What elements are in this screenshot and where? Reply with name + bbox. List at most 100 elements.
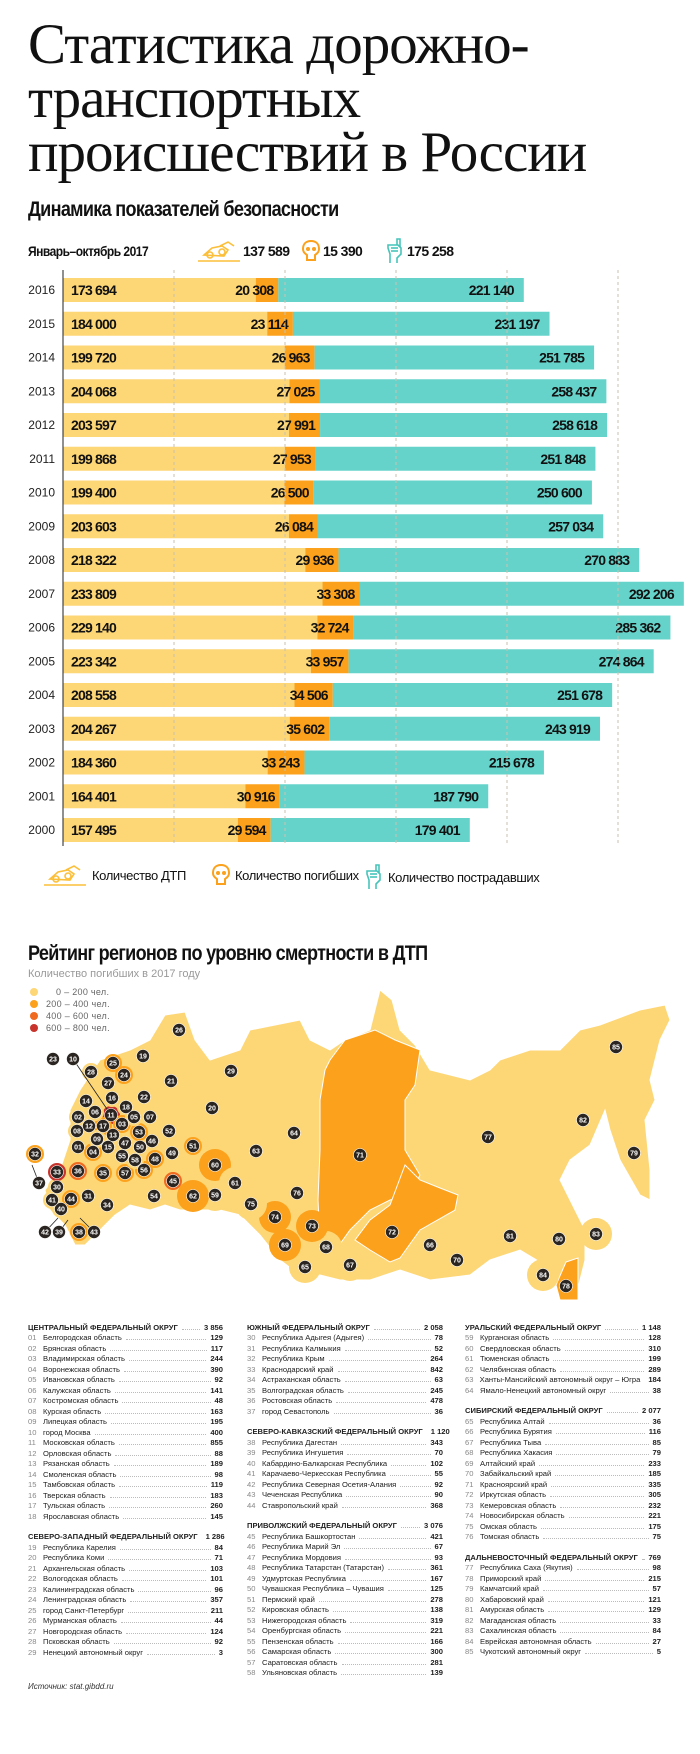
region-marker-74[interactable]: 74 [268, 1210, 282, 1224]
region-marker-78[interactable]: 78 [559, 1279, 573, 1293]
region-marker-79[interactable]: 79 [627, 1146, 641, 1160]
bar-deaths [310, 649, 349, 674]
region-marker-58[interactable]: 58 [128, 1153, 142, 1167]
region-marker-14[interactable]: 14 [79, 1094, 93, 1108]
region-marker-45[interactable]: 45 [166, 1174, 180, 1188]
region-marker-51[interactable]: 51 [186, 1139, 200, 1153]
region-marker-72[interactable]: 72 [385, 1225, 399, 1239]
region-marker-62[interactable]: 62 [186, 1189, 200, 1203]
region-marker-12[interactable]: 12 [82, 1119, 96, 1133]
region-marker-23[interactable]: 23 [46, 1052, 60, 1066]
region-marker-48[interactable]: 48 [148, 1152, 162, 1166]
region-marker-37[interactable]: 37 [32, 1176, 46, 1190]
region-marker-47[interactable]: 47 [118, 1136, 132, 1150]
region-marker-26[interactable]: 26 [172, 1023, 186, 1037]
region-marker-43[interactable]: 43 [87, 1225, 101, 1239]
region-marker-77[interactable]: 77 [481, 1130, 495, 1144]
region-marker-19[interactable]: 19 [136, 1049, 150, 1063]
region-marker-31[interactable]: 31 [81, 1189, 95, 1203]
region-marker-30[interactable]: 30 [50, 1180, 64, 1194]
region-marker-84[interactable]: 84 [536, 1268, 550, 1282]
region-marker-49[interactable]: 49 [165, 1146, 179, 1160]
region-marker-21[interactable]: 21 [164, 1074, 178, 1088]
region-marker-60[interactable]: 60 [208, 1158, 222, 1172]
region-marker-66[interactable]: 66 [423, 1238, 437, 1252]
region-marker-07[interactable]: 07 [143, 1110, 157, 1124]
region-marker-16[interactable]: 16 [105, 1091, 119, 1105]
bar-injured [278, 278, 524, 302]
region-marker-70[interactable]: 70 [450, 1253, 464, 1267]
region-marker-39[interactable]: 39 [52, 1225, 66, 1239]
region-marker-52[interactable]: 52 [162, 1124, 176, 1138]
region-deaths: 67 [434, 1542, 443, 1552]
region-marker-27[interactable]: 27 [101, 1076, 115, 1090]
region-marker-44[interactable]: 44 [64, 1192, 78, 1206]
region-marker-34[interactable]: 34 [100, 1198, 114, 1212]
region-deaths: 189 [210, 1459, 223, 1469]
region-marker-22[interactable]: 22 [137, 1090, 151, 1104]
region-marker-59[interactable]: 59 [208, 1188, 222, 1202]
region-marker-03[interactable]: 03 [115, 1117, 129, 1131]
dot-leader [555, 1433, 645, 1435]
total-deaths: 15 390 [302, 240, 386, 262]
region-marker-68[interactable]: 68 [319, 1240, 333, 1254]
region-marker-61[interactable]: 61 [228, 1176, 242, 1190]
bar-deaths [288, 514, 318, 539]
region-marker-13[interactable]: 13 [106, 1128, 120, 1142]
region-row: 50 Чувашская Республика – Чувашия 125 [247, 1584, 443, 1595]
region-marker-35[interactable]: 35 [96, 1166, 110, 1180]
region-marker-20[interactable]: 20 [205, 1101, 219, 1115]
region-marker-83[interactable]: 83 [589, 1227, 603, 1241]
region-marker-24[interactable]: 24 [117, 1068, 131, 1082]
region-marker-55[interactable]: 55 [115, 1149, 129, 1163]
region-marker-81[interactable]: 81 [503, 1229, 517, 1243]
region-marker-33[interactable]: 33 [50, 1165, 64, 1179]
region-marker-15[interactable]: 15 [101, 1140, 115, 1154]
region-marker-06[interactable]: 06 [88, 1105, 102, 1119]
region-marker-01[interactable]: 01 [71, 1140, 85, 1154]
region-marker-28[interactable]: 28 [84, 1065, 98, 1079]
region-marker-85[interactable]: 85 [609, 1040, 623, 1054]
region-marker-69[interactable]: 69 [278, 1238, 292, 1252]
region-marker-36[interactable]: 36 [71, 1164, 85, 1178]
region-marker-46[interactable]: 46 [145, 1134, 159, 1148]
region-marker-63[interactable]: 63 [249, 1144, 263, 1158]
marker-number: 61 [231, 1181, 239, 1188]
region-marker-82[interactable]: 82 [576, 1113, 590, 1127]
region-marker-08[interactable]: 08 [70, 1124, 84, 1138]
region-marker-71[interactable]: 71 [353, 1148, 367, 1162]
region-marker-25[interactable]: 25 [106, 1056, 120, 1070]
region-marker-02[interactable]: 02 [71, 1110, 85, 1124]
bar-row-2007: 2007 233 809 33 308 292 206 [28, 581, 684, 606]
region-code: 81 [465, 1605, 474, 1615]
region-marker-67[interactable]: 67 [343, 1258, 357, 1272]
region-marker-41[interactable]: 41 [45, 1193, 59, 1207]
region-marker-53[interactable]: 53 [132, 1125, 146, 1139]
region-marker-75[interactable]: 75 [244, 1197, 258, 1211]
region-marker-73[interactable]: 73 [305, 1219, 319, 1233]
region-marker-17[interactable]: 17 [96, 1119, 110, 1133]
region-marker-42[interactable]: 42 [38, 1225, 52, 1239]
region-marker-50[interactable]: 50 [133, 1140, 147, 1154]
region-marker-56[interactable]: 56 [137, 1163, 151, 1177]
region-marker-10[interactable]: 10 [66, 1052, 80, 1066]
region-marker-76[interactable]: 76 [290, 1186, 304, 1200]
dot-leader [344, 1381, 431, 1383]
region-marker-18[interactable]: 18 [119, 1100, 133, 1114]
region-marker-09[interactable]: 09 [90, 1132, 104, 1146]
region-marker-29[interactable]: 29 [224, 1064, 238, 1078]
region-code: 65 [465, 1416, 474, 1426]
region-marker-80[interactable]: 80 [552, 1232, 566, 1246]
region-marker-54[interactable]: 54 [147, 1189, 161, 1203]
region-marker-32[interactable]: 32 [28, 1147, 42, 1161]
region-marker-65[interactable]: 65 [298, 1260, 312, 1274]
region-marker-38[interactable]: 38 [72, 1225, 86, 1239]
dot-leader [539, 1464, 645, 1466]
region-marker-64[interactable]: 64 [287, 1126, 301, 1140]
region-marker-05[interactable]: 05 [127, 1110, 141, 1124]
region-marker-57[interactable]: 57 [118, 1166, 132, 1180]
label-injured: 270 883 [584, 552, 630, 568]
region-marker-40[interactable]: 40 [54, 1202, 68, 1216]
region-marker-04[interactable]: 04 [86, 1145, 100, 1159]
region-marker-11[interactable]: 11 [104, 1108, 118, 1122]
